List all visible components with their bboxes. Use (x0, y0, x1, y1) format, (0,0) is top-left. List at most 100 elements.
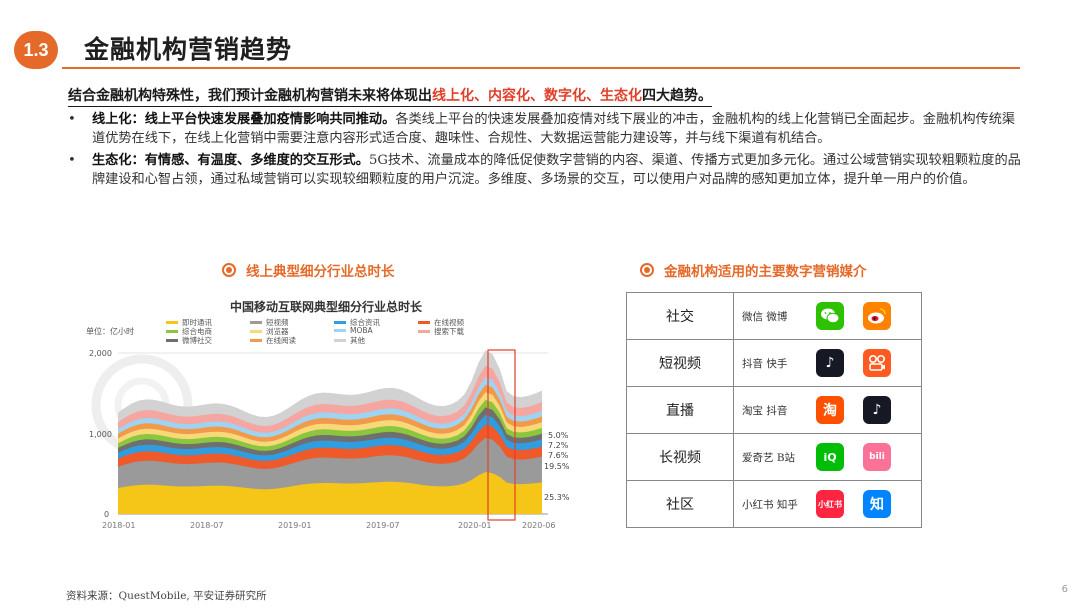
target-icon (640, 263, 654, 277)
media-platforms-cell: 淘宝 抖音 淘 ♪ (733, 386, 922, 434)
table-row: 短视频 抖音 快手 ♪ (626, 339, 922, 387)
platform-names: 抖音 快手 (742, 358, 788, 370)
kuaishou-icon (863, 349, 891, 377)
bullet-dot: • (68, 153, 76, 168)
legend-swatch (418, 330, 430, 333)
media-section-heading: 金融机构适用的主要数字营销媒介 (640, 260, 867, 280)
x-tick-label: 2018-07 (190, 521, 223, 530)
legend-item: 微博社交 (166, 335, 212, 346)
y-tick-label: 1,000 (89, 430, 112, 439)
legend-label: 综合资讯 (350, 318, 380, 327)
x-tick-label: 2020-01 (458, 521, 491, 530)
legend-label: 在线视频 (434, 318, 464, 327)
media-category: 短视频 (626, 339, 734, 387)
media-category: 直播 (626, 386, 734, 434)
table-row: 长视频 爱奇艺 B站 iQ bili (626, 433, 922, 481)
table-row: 直播 淘宝 抖音 淘 ♪ (626, 386, 922, 434)
platform-names: 淘宝 抖音 (742, 405, 788, 417)
legend-swatch (250, 330, 262, 333)
legend-label: MOBA (350, 326, 373, 335)
source-note: 资料来源：QuestMobile, 平安证券研究所 (66, 590, 267, 602)
legend-label: 搜索下载 (434, 327, 464, 336)
media-platforms-cell: 微信 微博 (733, 292, 922, 340)
time-spent-chart: 2,000 1,000 0 2018-01 2018-07 2019-01 20… (82, 290, 570, 536)
xiaohongshu-icon: 小红书 (816, 490, 844, 518)
bullet-item: • 生态化：有情感、有温度、多维度的交互形式。5G技术、流量成本的降低促使数字营… (66, 151, 1026, 189)
summary-highlight: 线上化、内容化、数字化、生态化 (432, 88, 642, 104)
legend-swatch (250, 339, 262, 342)
y-tick-label: 2,000 (89, 349, 112, 358)
media-platforms-cell: 小红书 知乎 小红书 知 (733, 480, 922, 528)
media-section-title: 金融机构适用的主要数字营销媒介 (664, 264, 867, 280)
media-category: 长视频 (626, 433, 734, 481)
legend-label: 其他 (350, 336, 365, 345)
legend-swatch (250, 321, 262, 324)
bilibili-icon: bili (863, 443, 891, 471)
page-number: 6 (1061, 584, 1068, 595)
media-table: 社交 微信 微博 短视频 抖音 快手 ♪ 直播 淘宝 抖音 淘 ♪ 长 (626, 292, 922, 528)
section-number-badge: 1.3 (14, 31, 58, 69)
iqiyi-icon: iQ (816, 443, 844, 471)
douyin-icon: ♪ (863, 396, 891, 424)
legend-swatch (334, 339, 346, 342)
page-title: 金融机构营销趋势 (84, 35, 293, 64)
media-platforms-cell: 抖音 快手 ♪ (733, 339, 922, 387)
highlight-box (487, 349, 516, 521)
share-annotation: 25.3% (544, 493, 570, 502)
douyin-icon: ♪ (816, 349, 844, 377)
legend-item: 综合资讯 (334, 317, 380, 328)
platform-names: 微信 微博 (742, 311, 788, 323)
bullet-heading: 生态化：有情感、有温度、多维度的交互形式。 (92, 153, 369, 168)
platform-names: 小红书 知乎 (742, 499, 798, 511)
chart-unit: 单位：亿小时 (86, 327, 134, 336)
legend-item: 其他 (334, 335, 365, 346)
table-row: 社区 小红书 知乎 小红书 知 (626, 480, 922, 528)
legend-swatch (418, 321, 430, 324)
legend-swatch (334, 321, 346, 324)
legend-swatch (334, 329, 346, 332)
summary-prefix: 结合金融机构特殊性，我们预计金融机构营销未来将体现出 (68, 88, 432, 104)
chart-section-heading: 线上典型细分行业总时长 (222, 260, 395, 280)
weibo-icon (863, 302, 891, 330)
zhihu-icon: 知 (863, 490, 891, 518)
x-tick-label: 2019-07 (366, 521, 399, 530)
bullet-item: • 线上化：线上平台快速发展叠加疫情影响共同推动。各类线上平台的快速发展叠加疫情… (66, 110, 1026, 148)
bullet-text: 各类线上平台的快速发展叠加疫情对线下展业的冲击，金融机构的线上化营销已全面起步。… (92, 112, 1016, 146)
legend-label: 综合电商 (182, 327, 212, 336)
share-annotation: 7.2% (548, 441, 569, 450)
y-tick-label: 0 (104, 510, 109, 519)
legend-item: 短视频 (250, 317, 289, 328)
wechat-icon (816, 302, 844, 330)
legend-label: 浏览器 (266, 327, 289, 336)
title-divider (62, 67, 1020, 69)
share-annotation: 19.5% (544, 462, 570, 471)
summary-line: 结合金融机构特殊性，我们预计金融机构营销未来将体现出线上化、内容化、数字化、生态… (68, 85, 712, 107)
legend-item: 综合电商 (166, 326, 212, 337)
area-layers (118, 350, 542, 514)
bullet-dot: • (68, 112, 76, 127)
legend-item: 在线视频 (418, 317, 464, 328)
legend-swatch (166, 339, 178, 342)
area-series (118, 472, 542, 514)
summary-suffix: 四大趋势。 (642, 88, 712, 104)
legend-item: 搜索下载 (418, 326, 464, 337)
x-tick-label: 2018-01 (102, 521, 135, 530)
target-icon (222, 263, 236, 277)
bullet-heading: 线上化：线上平台快速发展叠加疫情影响共同推动。 (92, 112, 396, 127)
bullet-text: 5G技术、流量成本的降低促使数字营销的内容、渠道、传播方式更加多元化。通过公域营… (92, 153, 1021, 187)
legend-swatch (166, 330, 178, 333)
legend-label: 在线阅读 (266, 336, 296, 345)
media-category: 社交 (626, 292, 734, 340)
x-tick-label: 2019-01 (278, 521, 311, 530)
legend-swatch (166, 321, 178, 324)
chart-canvas: 2,000 1,000 0 2018-01 2018-07 2019-01 20… (89, 349, 570, 530)
media-category: 社区 (626, 480, 734, 528)
share-annotation: 7.6% (548, 451, 569, 460)
taobao-icon: 淘 (816, 396, 844, 424)
legend-label: 短视频 (266, 318, 289, 327)
legend-item: 在线阅读 (250, 335, 296, 346)
legend-label: 微博社交 (182, 336, 212, 345)
chart-title: 中国移动互联网典型细分行业总时长 (229, 300, 422, 314)
media-platforms-cell: 爱奇艺 B站 iQ bili (733, 433, 922, 481)
legend-item: 即时通讯 (166, 317, 212, 328)
